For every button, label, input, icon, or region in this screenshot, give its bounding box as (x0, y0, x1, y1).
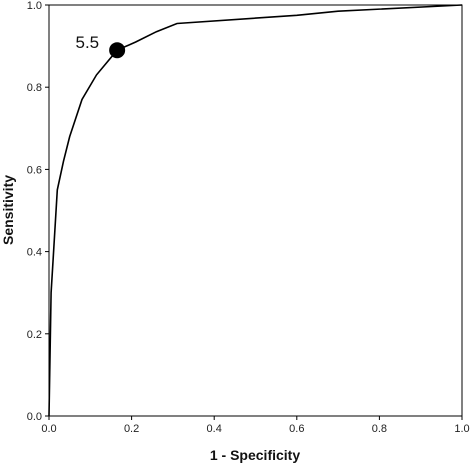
x-tick-label: 0.8 (372, 423, 387, 435)
x-tick-label: 0.2 (124, 423, 139, 435)
plot-frame (48, 4, 463, 417)
x-tick-label: 0.0 (41, 423, 56, 435)
tick-layer: 0.0 0.2 0.4 0.6 0.8 1.0 0.0 0.2 0.4 0.6 0.8 1.0 (27, 0, 470, 435)
x-tick-label: 1.0 (454, 423, 469, 435)
annotation-layer: 5.5 (76, 33, 126, 59)
y-tick-label: 0.2 (27, 329, 42, 341)
x-tick-label: 0.6 (289, 423, 304, 435)
y-tick-label: 0.0 (27, 411, 42, 423)
y-tick-label: 0.6 (27, 164, 42, 176)
cutoff-point-label: 5.5 (76, 33, 100, 52)
y-tick-label: 0.8 (27, 82, 42, 94)
cutoff-point-marker (109, 42, 126, 59)
x-axis-label: 1 - Specificity (210, 447, 300, 463)
y-axis-label: Sensitivity (0, 175, 16, 245)
x-tick-label: 0.4 (207, 423, 222, 435)
roc-curve (48, 4, 463, 417)
y-tick-label: 0.4 (27, 247, 42, 259)
y-tick-label: 1.0 (27, 0, 42, 12)
